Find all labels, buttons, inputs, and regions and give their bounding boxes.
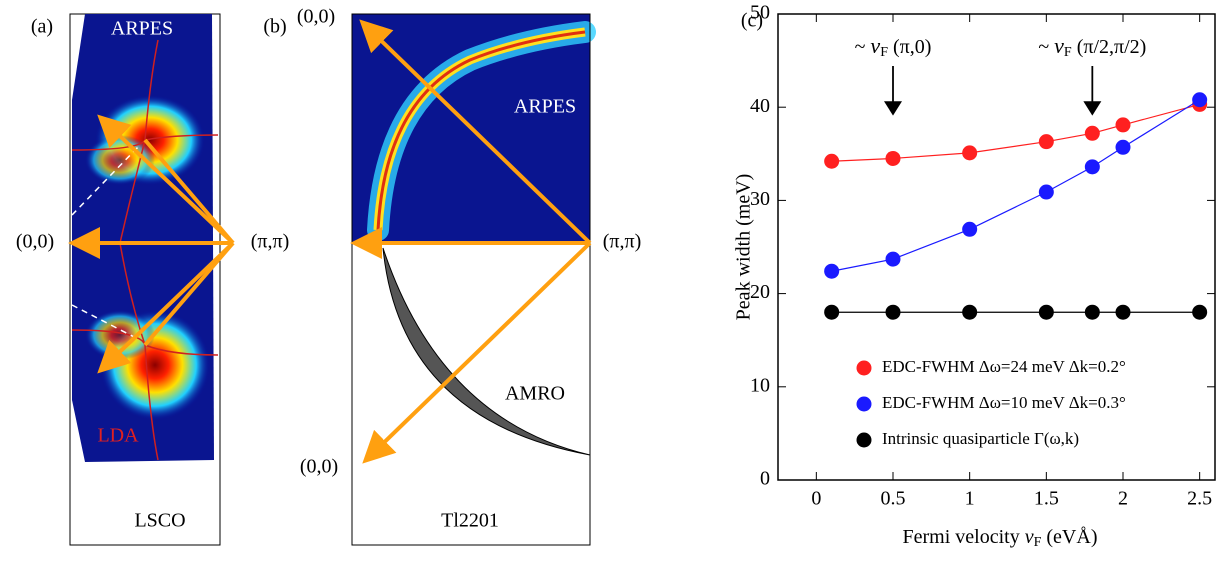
y-tick-label: 0 <box>760 468 770 490</box>
annotation: ~ vF (π/2,π/2) <box>1038 33 1146 60</box>
data-point <box>1115 139 1131 155</box>
x-label-subscript: F <box>1034 535 1042 550</box>
legend-label: EDC-FWHM Δω=10 meV Δk=0.3° <box>882 393 1126 412</box>
legend-marker <box>856 360 872 376</box>
data-point <box>885 304 901 320</box>
legend-marker <box>856 396 872 412</box>
data-point <box>824 153 840 169</box>
y-tick-label: 50 <box>750 2 770 24</box>
x-label-unit: (eVÅ) <box>1046 526 1097 548</box>
annotation: ~ vF (π,0) <box>855 33 932 60</box>
annotation-symbol: v <box>870 33 880 58</box>
data-point <box>1084 304 1100 320</box>
panel-a: (a) ARPES (0,0) (π,π) LDA LSCO <box>16 13 290 546</box>
panel-c: (c) Peak width (meV) Fermi velocity vF (… <box>733 2 1216 553</box>
x-label-text: Fermi velocity <box>903 526 1020 548</box>
arrows <box>68 114 235 374</box>
x-tick-label: 0.5 <box>881 488 906 510</box>
y-tick-label: 20 <box>750 281 770 303</box>
x-axis-label: Fermi velocity vF (eVÅ) <box>903 526 1098 553</box>
panel-tag: (b) <box>263 16 286 38</box>
y-axis-label: Peak width (meV) <box>733 174 755 321</box>
label: (0,0) <box>16 231 54 253</box>
dashed-line <box>71 144 141 341</box>
annotation-symbol: v <box>1054 33 1064 58</box>
data-point <box>885 150 901 166</box>
y-tick-label: 30 <box>750 188 770 210</box>
label: (π,π) <box>251 231 290 253</box>
annotation-subscript: F <box>880 45 888 60</box>
x-tick-label: 2.5 <box>1187 488 1212 510</box>
label: AMRO <box>505 383 565 405</box>
legend-label: EDC-FWHM Δω=24 meV Δk=0.2° <box>882 357 1126 376</box>
legend-marker <box>856 432 872 448</box>
x-label-symbol: v <box>1025 526 1034 548</box>
data-point <box>1084 125 1100 141</box>
x-tick-label: 0 <box>811 488 821 510</box>
series-line <box>831 99 1200 272</box>
data-point <box>824 304 840 320</box>
data-point <box>1038 184 1054 200</box>
label: ARPES <box>514 96 576 118</box>
data-point <box>962 145 978 161</box>
fermi-arc <box>376 30 586 231</box>
data-point <box>962 221 978 237</box>
label: (π,π) <box>603 231 642 253</box>
label: ARPES <box>111 18 173 40</box>
label: (0,0) <box>300 456 338 478</box>
amro-surface <box>382 247 591 456</box>
data-point <box>1084 159 1100 175</box>
series-line <box>831 103 1200 162</box>
data-point <box>1115 304 1131 320</box>
panel-b: (b) (0,0) ARPES (π,π) AMRO (0,0) Tl2201 <box>263 6 642 546</box>
annotation-text: (π/2,π/2) <box>1077 36 1147 58</box>
annotation-prefix: ~ <box>1038 36 1049 58</box>
data-point <box>1038 304 1054 320</box>
x-tick-label: 1 <box>965 488 975 510</box>
y-tick-label: 10 <box>750 374 770 396</box>
data-point <box>962 304 978 320</box>
data-point <box>1115 117 1131 133</box>
y-tick-label: 40 <box>750 95 770 117</box>
data-point <box>824 263 840 279</box>
legend-label: Intrinsic quasiparticle Γ(ω,k) <box>882 429 1079 448</box>
label: LDA <box>97 425 139 447</box>
plot-frame <box>777 13 1216 481</box>
label: (0,0) <box>297 6 335 28</box>
annotation-prefix: ~ <box>855 36 866 58</box>
annotation-subscript: F <box>1064 45 1072 60</box>
data-point <box>1192 92 1208 108</box>
frame <box>351 13 591 546</box>
caption: Tl2201 <box>441 510 499 532</box>
caption: LSCO <box>134 510 185 532</box>
data-point <box>885 251 901 267</box>
x-tick-label: 1.5 <box>1034 488 1059 510</box>
x-tick-label: 2 <box>1118 488 1128 510</box>
arrows <box>350 19 592 464</box>
data-point <box>1192 304 1208 320</box>
data-point <box>1038 134 1054 150</box>
annotation-text: (π,0) <box>893 36 931 58</box>
panel-tag: (a) <box>31 16 53 38</box>
panel-tag: (c) <box>741 10 763 32</box>
